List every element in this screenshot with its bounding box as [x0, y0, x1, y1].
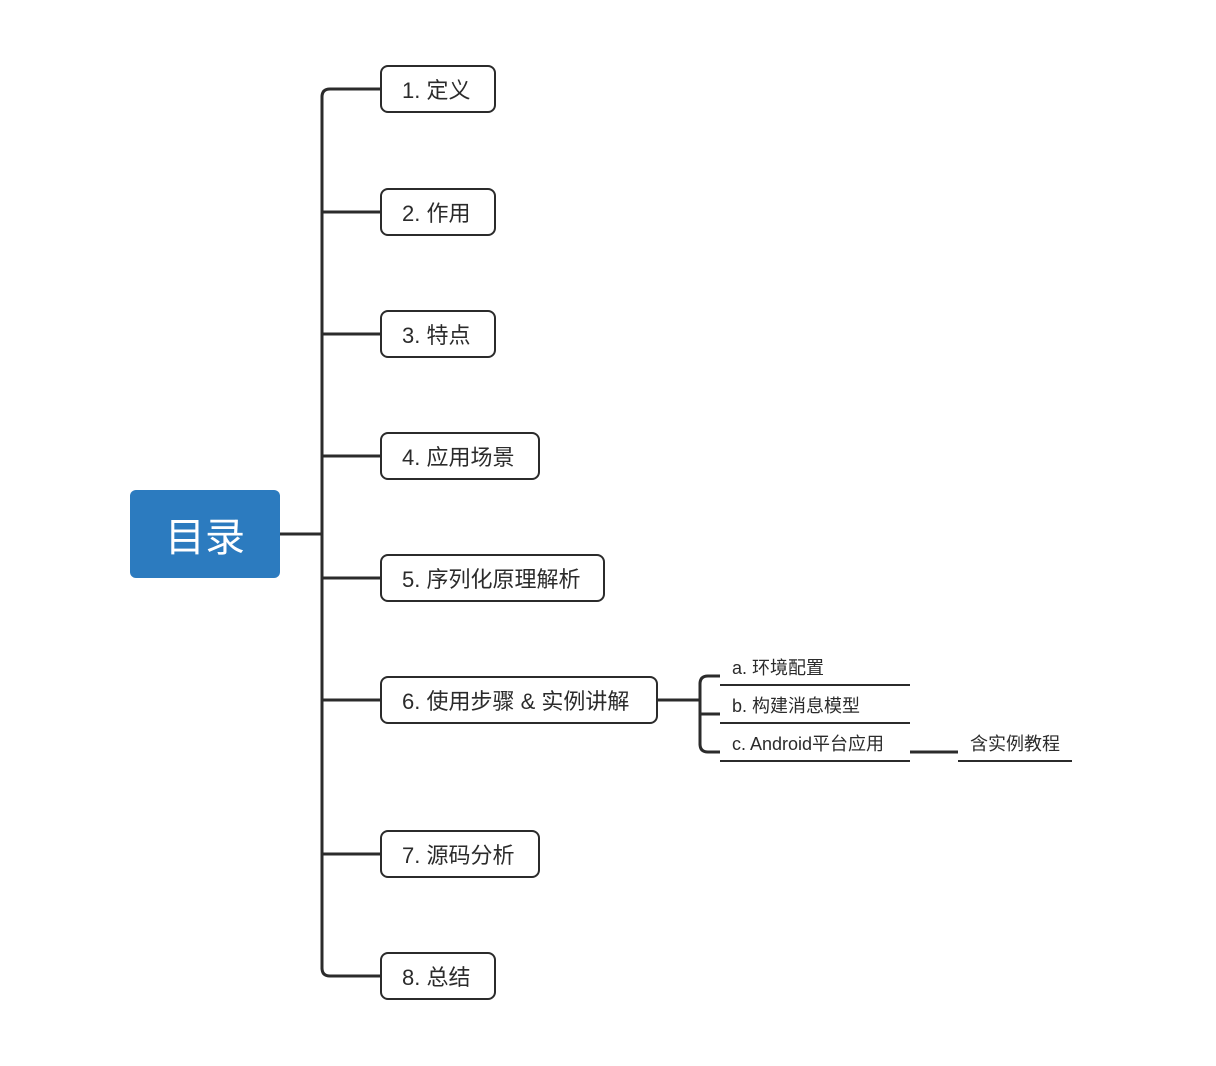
leaf-label: a. 环境配置 [732, 658, 824, 678]
child-node-7: 7. 源码分析 [380, 830, 540, 878]
leaf-node-c: c. Android平台应用 [720, 726, 910, 762]
root-label: 目录 [165, 505, 245, 563]
leaf-node-tutorial: 含实例教程 [958, 726, 1072, 762]
root-node: 目录 [130, 490, 280, 578]
child-node-8: 8. 总结 [380, 952, 496, 1000]
child-label: 1. 定义 [402, 73, 470, 105]
leaf-label: b. 构建消息模型 [732, 696, 860, 716]
child-label: 4. 应用场景 [402, 440, 514, 472]
child-node-5: 5. 序列化原理解析 [380, 554, 605, 602]
leaf-label: c. Android平台应用 [732, 734, 884, 754]
leaf-node-a: a. 环境配置 [720, 650, 910, 686]
child-node-4: 4. 应用场景 [380, 432, 540, 480]
child-node-2: 2. 作用 [380, 188, 496, 236]
leaf-label: 含实例教程 [970, 734, 1060, 754]
child-label: 3. 特点 [402, 318, 470, 350]
child-node-6: 6. 使用步骤 & 实例讲解 [380, 676, 658, 724]
child-label: 2. 作用 [402, 196, 470, 228]
child-node-3: 3. 特点 [380, 310, 496, 358]
child-label: 8. 总结 [402, 960, 470, 992]
child-label: 6. 使用步骤 & 实例讲解 [402, 684, 629, 716]
leaf-node-b: b. 构建消息模型 [720, 688, 910, 724]
child-label: 5. 序列化原理解析 [402, 562, 580, 594]
child-label: 7. 源码分析 [402, 838, 514, 870]
child-node-1: 1. 定义 [380, 65, 496, 113]
